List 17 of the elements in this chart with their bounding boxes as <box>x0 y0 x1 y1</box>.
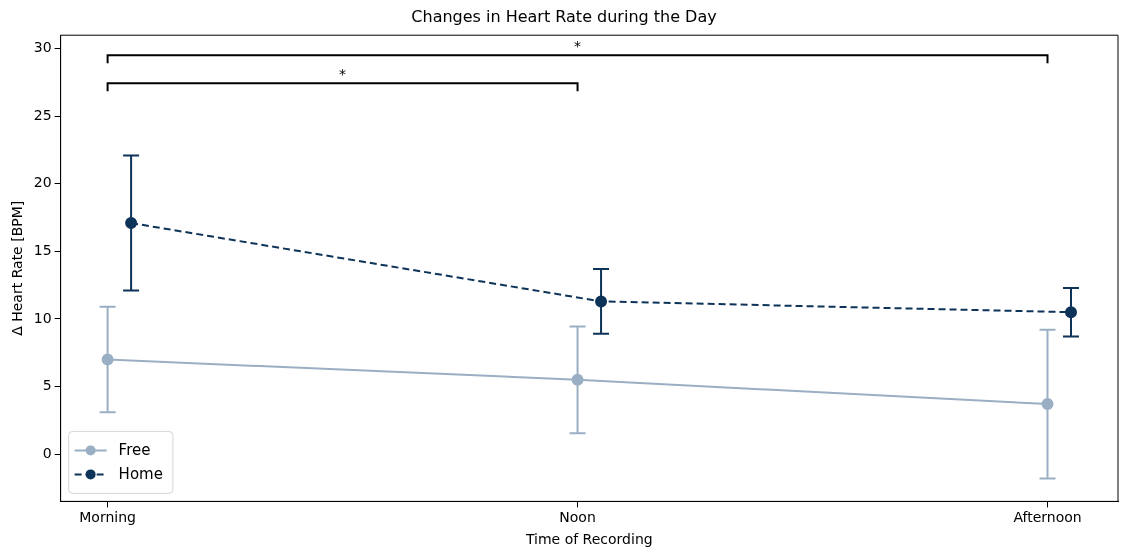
y-tick-label: 30 <box>33 39 52 56</box>
y-tick-label: 25 <box>33 106 52 123</box>
legend-label: Home <box>118 465 163 484</box>
y-tick-label: 10 <box>33 309 52 326</box>
x-tick-label: Morning <box>79 509 136 526</box>
annotation: * <box>339 65 347 82</box>
y-tick-label: 0 <box>42 444 52 461</box>
chart-title: Changes in Heart Rate during the Day <box>411 6 717 26</box>
annotation: * <box>574 37 582 54</box>
x-tick-label: Afternoon <box>1013 509 1082 526</box>
y-tick-label: 5 <box>42 377 52 394</box>
x-tick-label: Noon <box>559 509 596 526</box>
legend-label: Free <box>118 441 151 460</box>
y-axis-title: Δ Heart Rate [BPM] <box>9 200 26 336</box>
y-tick-label: 20 <box>33 174 52 191</box>
x-axis-title: Time of Recording <box>524 531 653 548</box>
y-tick-label: 15 <box>33 242 52 259</box>
